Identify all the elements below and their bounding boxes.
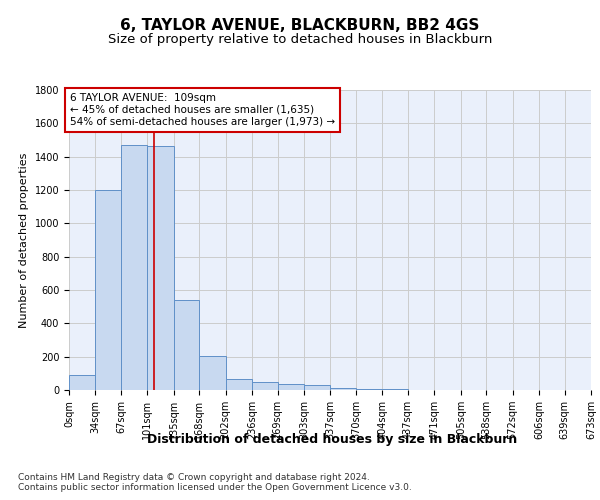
Bar (331, 388, 356, 390)
Bar (69, 375, 95, 390)
Bar (121, 145, 148, 390)
Text: Contains HM Land Registry data © Crown copyright and database right 2024.
Contai: Contains HM Land Registry data © Crown c… (18, 472, 412, 492)
Text: Size of property relative to detached houses in Blackburn: Size of property relative to detached ho… (108, 32, 492, 46)
Bar (95, 190, 121, 390)
Bar (278, 384, 304, 390)
Text: 6 TAYLOR AVENUE:  109sqm
← 45% of detached houses are smaller (1,635)
54% of sem: 6 TAYLOR AVENUE: 109sqm ← 45% of detache… (70, 94, 335, 126)
Y-axis label: Number of detached properties: Number of detached properties (19, 152, 29, 328)
Bar (148, 146, 174, 390)
Bar (304, 386, 331, 390)
Bar (356, 388, 382, 390)
Bar (382, 389, 408, 390)
Text: 6, TAYLOR AVENUE, BLACKBURN, BB2 4GS: 6, TAYLOR AVENUE, BLACKBURN, BB2 4GS (121, 18, 479, 32)
Bar (199, 356, 226, 390)
Bar (226, 379, 252, 390)
Bar (252, 382, 278, 390)
Bar (174, 300, 199, 390)
Text: Distribution of detached houses by size in Blackburn: Distribution of detached houses by size … (146, 432, 517, 446)
